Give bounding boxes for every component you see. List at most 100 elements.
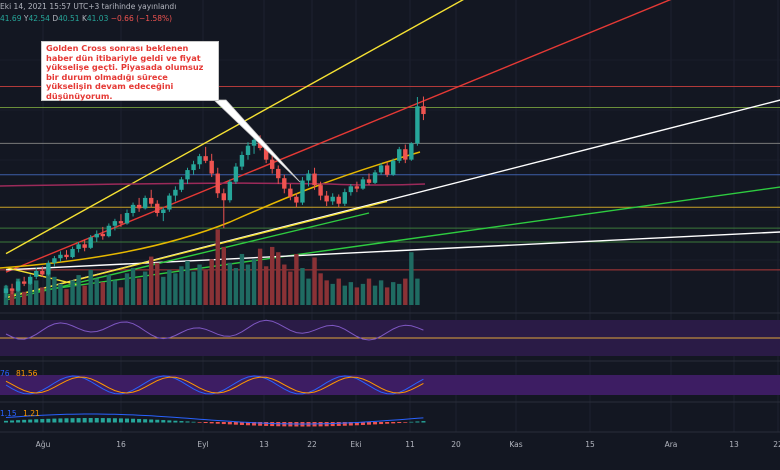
candle-body bbox=[203, 156, 208, 161]
volume-bar bbox=[276, 252, 281, 305]
macd-histogram-bar bbox=[264, 422, 269, 426]
stoch-k-value: 76 bbox=[0, 369, 10, 378]
macd-histogram-bar bbox=[82, 418, 87, 423]
macd-histogram-bar bbox=[391, 422, 396, 424]
macd-histogram-bar bbox=[46, 418, 51, 423]
candle-body bbox=[342, 192, 347, 204]
candle-body bbox=[330, 196, 335, 202]
macd-histogram-bar bbox=[191, 421, 196, 423]
macd-histogram-bar bbox=[203, 422, 208, 424]
ohlc-label: K bbox=[81, 14, 87, 23]
macd-histogram-bar bbox=[16, 420, 21, 423]
candle-body bbox=[378, 165, 384, 173]
trendline bbox=[5, 200, 388, 299]
macd-histogram-bar bbox=[125, 418, 129, 423]
candle-body bbox=[3, 288, 9, 294]
volume-bar bbox=[300, 268, 305, 305]
volume-bar bbox=[28, 283, 33, 305]
candle-body bbox=[263, 148, 269, 160]
macd-histogram-bar bbox=[143, 419, 148, 423]
trendline bbox=[5, 0, 464, 255]
volume-bar bbox=[161, 276, 166, 305]
macd-histogram-bar bbox=[161, 420, 166, 423]
macd-histogram-bar bbox=[209, 422, 214, 424]
macd-histogram-bar bbox=[173, 420, 178, 423]
macd-value: 1.15 bbox=[0, 409, 17, 418]
macd-histogram-bar bbox=[179, 421, 184, 423]
candle-body bbox=[106, 225, 112, 237]
x-tick-label: 11 bbox=[405, 440, 415, 449]
volume-bar bbox=[403, 278, 408, 305]
note-arrow bbox=[213, 99, 301, 183]
macd-line bbox=[5, 413, 424, 425]
candle-body bbox=[348, 186, 354, 193]
volume-bar bbox=[366, 278, 372, 305]
candle-body bbox=[9, 288, 15, 291]
moving-average-yellow bbox=[0, 151, 421, 269]
candle-body bbox=[397, 149, 402, 161]
candle-body bbox=[185, 170, 190, 180]
x-tick-label: 22 bbox=[773, 440, 780, 449]
x-tick-label: 15 bbox=[585, 440, 595, 449]
volume-bar bbox=[306, 278, 311, 305]
volume-bar bbox=[100, 282, 105, 305]
macd-histogram-bar bbox=[185, 421, 190, 423]
macd-histogram-bar bbox=[100, 418, 105, 423]
macd-histogram-bar bbox=[64, 418, 69, 423]
volume-bar bbox=[64, 289, 69, 305]
macd-histogram-bar bbox=[342, 422, 347, 426]
candle-body bbox=[312, 173, 317, 186]
x-tick-label: Eki bbox=[350, 440, 362, 449]
candle-body bbox=[409, 143, 414, 160]
text-note[interactable]: Golden Cross sonrası beklenen haber dün … bbox=[41, 41, 219, 101]
volume-bar bbox=[391, 282, 396, 305]
volume-bar bbox=[21, 291, 27, 305]
macd-histogram-bar bbox=[76, 418, 81, 423]
macd-histogram-bar bbox=[112, 418, 117, 423]
macd-histogram-bar bbox=[336, 422, 341, 426]
trendline bbox=[5, 212, 370, 301]
macd-histogram-bar bbox=[252, 422, 257, 426]
indicator-lines bbox=[4, 319, 426, 427]
macd-histogram-bar bbox=[397, 422, 402, 424]
macd-histogram-bar bbox=[22, 419, 27, 423]
macd-histogram-bar bbox=[70, 418, 75, 423]
stoch-d-value: 81.56 bbox=[15, 369, 38, 378]
volume-bar bbox=[142, 271, 148, 305]
stoch-d-line bbox=[5, 376, 424, 394]
macd-histogram-bar bbox=[94, 418, 99, 423]
candle-body bbox=[197, 156, 202, 165]
volume-bar bbox=[130, 268, 136, 305]
volume-bar bbox=[82, 285, 87, 305]
candle-body bbox=[360, 179, 366, 189]
candle-body bbox=[82, 244, 87, 248]
candle-body bbox=[221, 193, 226, 201]
volume-bar bbox=[239, 253, 245, 305]
macd-histogram-bar bbox=[88, 418, 93, 423]
volume-bar bbox=[112, 280, 118, 305]
macd-histogram-bar bbox=[155, 419, 160, 423]
candle-body bbox=[288, 188, 293, 197]
volume-bar bbox=[378, 280, 384, 305]
volume-bar bbox=[173, 273, 178, 305]
ohlc-readout: 41.69 Y42.54 D40.51 K41.03 −0.66 (−1.58%… bbox=[0, 14, 172, 23]
volume-bar bbox=[397, 283, 402, 305]
macd-histogram-bar bbox=[379, 422, 384, 425]
macd-readout: 1.15 1.21 bbox=[0, 409, 40, 418]
candle-body bbox=[94, 233, 99, 238]
candle-body bbox=[173, 189, 178, 196]
candle-body bbox=[21, 281, 27, 284]
volume-bar bbox=[227, 262, 233, 305]
candle-body bbox=[88, 237, 93, 248]
volume-bar bbox=[155, 262, 160, 305]
candle-body bbox=[64, 254, 69, 258]
volume-bar bbox=[257, 248, 263, 305]
candle-body bbox=[28, 276, 33, 284]
macd-histogram-bar bbox=[221, 422, 226, 425]
chart-grid bbox=[42, 0, 779, 432]
volume-bar bbox=[40, 287, 45, 305]
macd-histogram-bar bbox=[330, 422, 335, 427]
volume-bar bbox=[9, 289, 15, 305]
candle-body bbox=[155, 203, 160, 213]
